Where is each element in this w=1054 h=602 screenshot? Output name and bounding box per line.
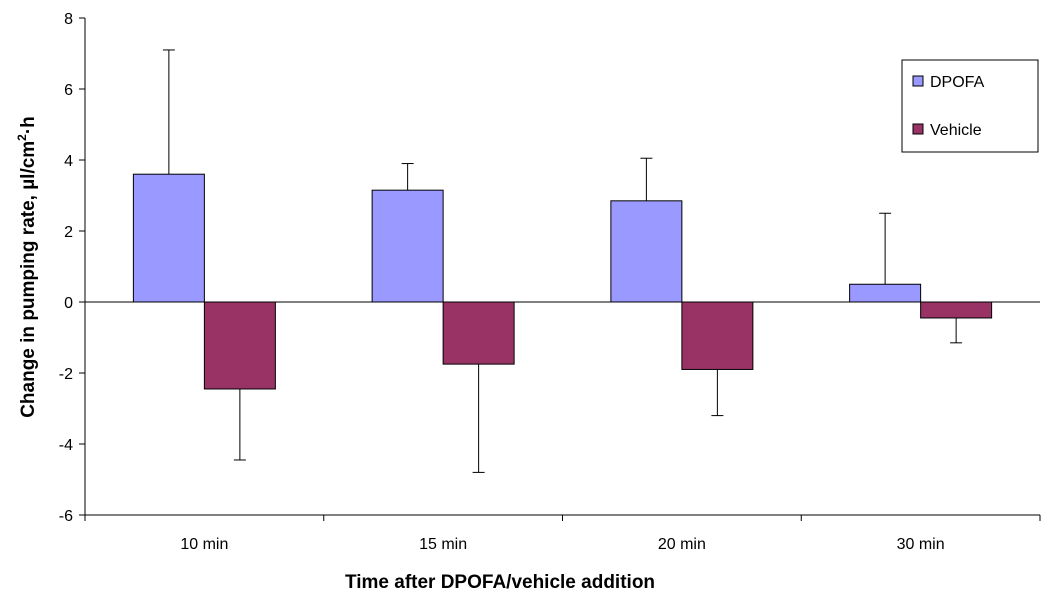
bar-dpofa-0 xyxy=(132,173,205,303)
y-tick-label-1: 6 xyxy=(64,82,73,99)
y-axis-title: Change in pumping rate, µl/cm2·h xyxy=(15,116,39,418)
y-tick-label-6: -4 xyxy=(59,437,73,454)
y-tick-label-5: -2 xyxy=(59,366,73,383)
x-tick-label-2: 20 min xyxy=(658,536,706,553)
y-tick-label-0: 8 xyxy=(64,11,73,28)
bar-dpofa-3 xyxy=(849,283,922,303)
legend-box xyxy=(901,59,1039,153)
legend-swatch-dpofa xyxy=(912,75,924,87)
bar-vehicle-1 xyxy=(442,301,515,365)
y-axis-title-suffix: ·h xyxy=(18,116,39,134)
y-tick-label-7: -6 xyxy=(59,508,73,525)
bar-dpofa-1 xyxy=(371,189,444,303)
bar-vehicle-3 xyxy=(920,301,993,319)
plot-area: 8 6 4 2 0 -2 -4 -6 10 min 15 min 20 min 30 min xyxy=(59,11,1041,553)
legend-label-vehicle: Vehicle xyxy=(930,122,982,139)
bar-vehicle-2 xyxy=(681,301,754,370)
x-tick-label-1: 15 min xyxy=(419,536,467,553)
y-axis-title-superscript: 2 xyxy=(15,134,29,141)
x-axis-title: Time after DPOFA/vehicle addition xyxy=(345,572,655,593)
legend-swatch-vehicle xyxy=(912,123,924,135)
y-axis-title-prefix: Change in pumping rate, µl/cm xyxy=(18,141,39,418)
y-tick-label-2: 4 xyxy=(64,153,73,170)
x-tick-label-3: 30 min xyxy=(897,536,945,553)
y-tick-label-4: 0 xyxy=(64,295,73,312)
y-tick-label-3: 2 xyxy=(64,224,73,241)
legend-label-dpofa: DPOFA xyxy=(930,74,985,91)
x-tick-label-0: 10 min xyxy=(180,536,228,553)
bar-vehicle-0 xyxy=(203,301,276,390)
bar-dpofa-2 xyxy=(610,200,683,303)
legend: DPOFA Vehicle xyxy=(901,59,1039,153)
